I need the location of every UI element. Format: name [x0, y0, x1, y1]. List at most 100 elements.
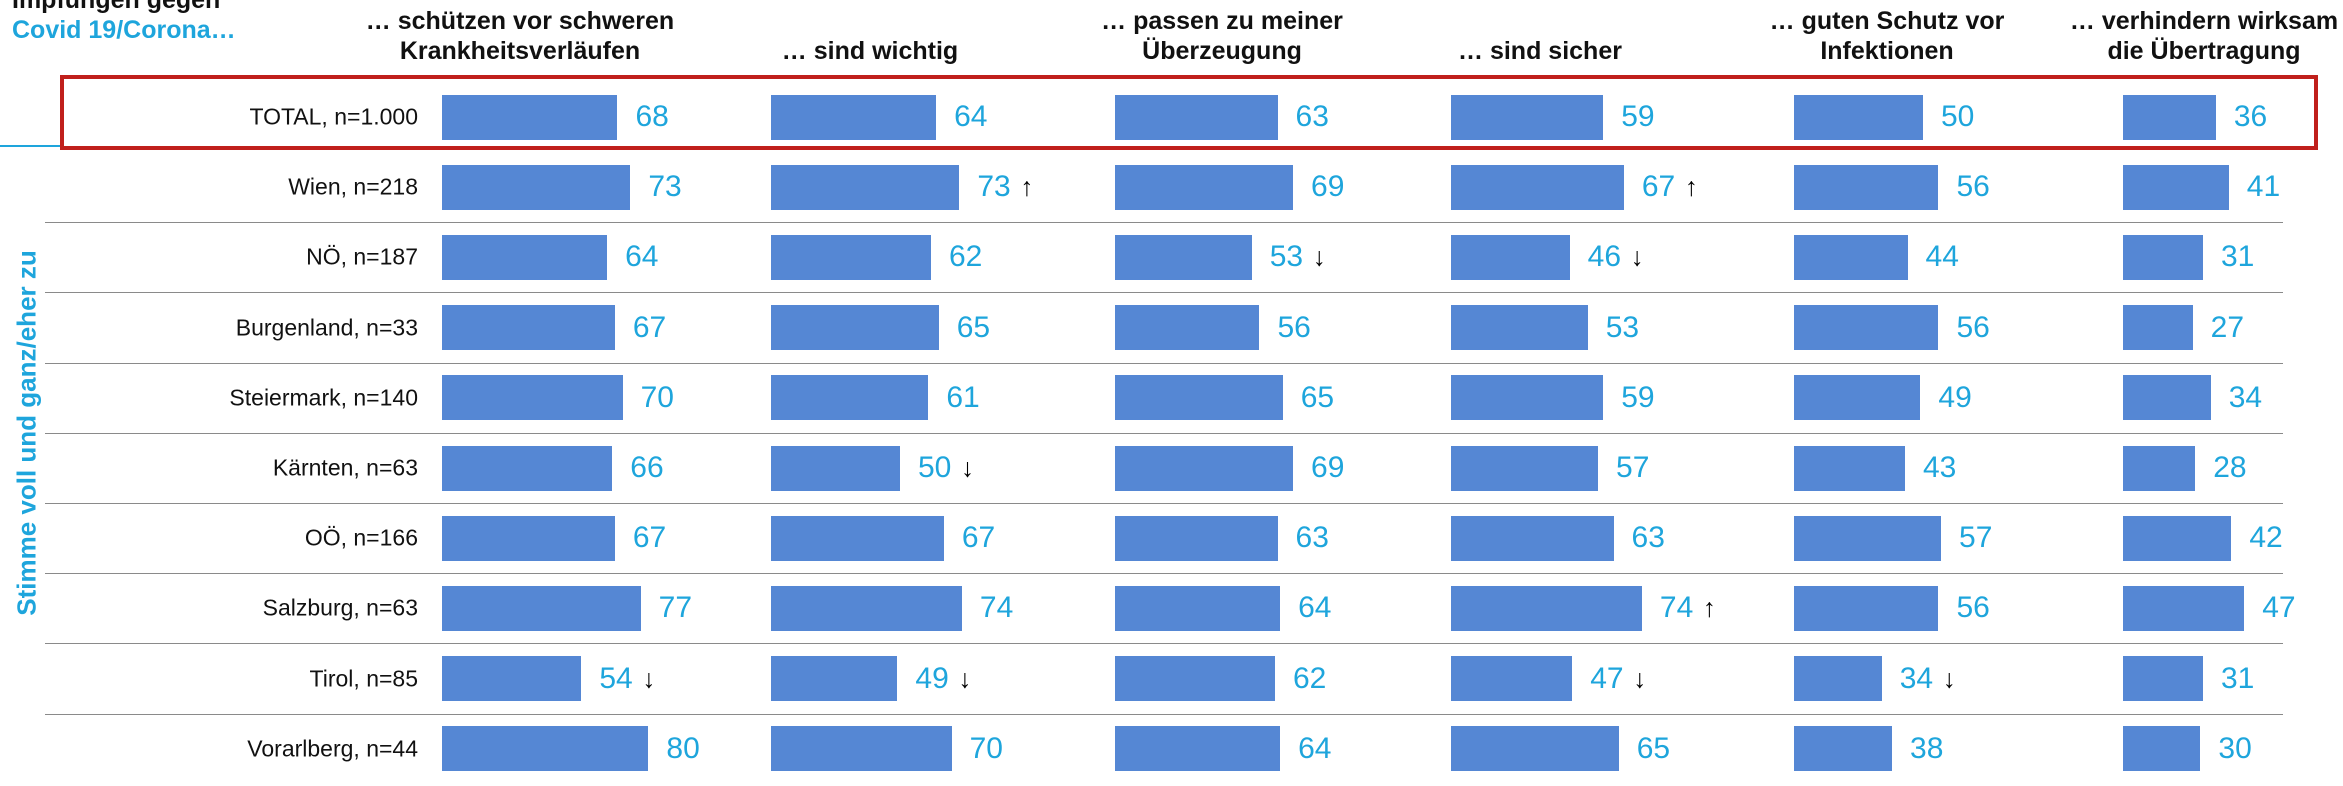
row-rule: [45, 713, 2283, 715]
category-label: Burgenland, n=33: [235, 314, 418, 341]
accent-line: [0, 145, 60, 147]
significance-marker: ↓: [1630, 241, 1644, 272]
category-label: Vorarlberg, n=44: [247, 735, 418, 762]
value-label: 70: [969, 731, 1003, 765]
category-label: Steiermark, n=140: [229, 384, 418, 411]
row-rule: [45, 643, 2283, 645]
value-label: 41: [2246, 170, 2281, 204]
bar: [1451, 726, 1619, 772]
value-label: 77: [658, 591, 693, 625]
value-label: 49: [1938, 380, 1972, 414]
bar: [1451, 94, 1604, 140]
value-label: 64: [1298, 731, 1332, 765]
bar: [2123, 585, 2245, 631]
bar: [771, 585, 962, 631]
bar: [1451, 656, 1573, 702]
chart-title: Impfungen gegen: [12, 0, 221, 14]
column-header-box: … guten Schutz vor Infektionen: [1770, 0, 2005, 66]
bar: [442, 94, 618, 140]
value-label: 65: [1300, 380, 1335, 414]
value-label: 31: [2220, 661, 2255, 695]
bar: [442, 726, 649, 772]
bar: [1451, 375, 1604, 421]
value-label: 67: [1641, 170, 1676, 204]
bar: [1115, 94, 1278, 140]
bar: [2123, 656, 2203, 702]
value-label: 57: [1959, 521, 1993, 555]
bar: [1115, 305, 1260, 351]
bar: [1451, 164, 1624, 210]
bar: [1794, 445, 1905, 491]
category-label: Kärnten, n=63: [272, 454, 418, 481]
significance-marker: ↓: [958, 663, 972, 694]
bar: [771, 234, 931, 280]
bar: [1451, 234, 1570, 280]
bar: [771, 726, 952, 772]
value-label: 38: [1910, 731, 1944, 765]
column-header: … sind wichtig: [781, 37, 959, 65]
bar: [1115, 585, 1281, 631]
bar: [1794, 656, 1882, 702]
significance-marker: ↓: [642, 663, 656, 694]
value-label: 73: [648, 170, 682, 204]
bar: [442, 234, 608, 280]
significance-marker: ↓: [1312, 241, 1326, 272]
row-rule: [45, 362, 2283, 364]
bar: [1794, 726, 1893, 772]
value-label: 69: [1311, 451, 1345, 484]
value-label: 49: [915, 661, 949, 695]
bar: [1115, 515, 1278, 561]
value-label: 47: [2262, 591, 2296, 625]
value-label: 27: [2210, 310, 2245, 344]
value-label: 47: [1590, 661, 1624, 695]
bar: [771, 164, 960, 210]
bar: [1115, 375, 1283, 421]
row-rule: [45, 503, 2283, 504]
value-label: 56: [1277, 310, 1311, 344]
value-label: 66: [630, 451, 664, 484]
bar: [1794, 585, 1939, 631]
value-label: 53: [1269, 240, 1304, 274]
bar: [1794, 94, 1923, 140]
column-header: … schützen vor schweren Krankheitsverläu…: [365, 7, 675, 65]
highlight-box: [60, 75, 2318, 150]
column-header: … guten Schutz vor Infektionen: [1769, 7, 2005, 65]
bar: [771, 515, 944, 561]
row-rule: [45, 432, 2283, 434]
value-label: 64: [954, 100, 988, 133]
bar: [1794, 375, 1921, 421]
value-label: 67: [632, 310, 667, 344]
value-label: 36: [2233, 100, 2268, 133]
value-label: 70: [640, 380, 674, 414]
value-label: 62: [1292, 661, 1327, 695]
significance-marker: ↓: [961, 452, 974, 483]
value-label: 73: [977, 170, 1011, 204]
bar: [2123, 445, 2196, 491]
bar: [442, 445, 613, 491]
value-label: 31: [2220, 240, 2255, 274]
column-header-box: … sind sicher: [1458, 0, 1622, 66]
bar: [1115, 234, 1252, 280]
value-label: 57: [1616, 451, 1650, 484]
significance-marker: ↓: [1633, 663, 1647, 694]
bar: [1115, 726, 1281, 772]
bar: [1451, 585, 1642, 631]
category-label: Salzburg, n=63: [262, 594, 418, 621]
bar: [1115, 656, 1275, 702]
value-label: 67: [961, 521, 996, 555]
value-label: 50: [1941, 100, 1975, 133]
value-label: 65: [1636, 731, 1671, 765]
bar: [2123, 375, 2211, 421]
value-label: 56: [1956, 170, 1990, 204]
value-label: 63: [1295, 521, 1329, 555]
bar: [2123, 164, 2229, 210]
bar: [442, 305, 615, 351]
value-label: 74: [1659, 591, 1694, 625]
column-header-box: … verhindern wirksam die Übertragung: [2070, 0, 2338, 66]
bar: [771, 375, 929, 421]
column-header-box: … passen zu meiner Überzeugung: [1101, 0, 1343, 66]
value-label: 34: [2228, 380, 2263, 414]
value-label: 54: [599, 661, 633, 695]
value-label: 46: [1587, 240, 1622, 274]
